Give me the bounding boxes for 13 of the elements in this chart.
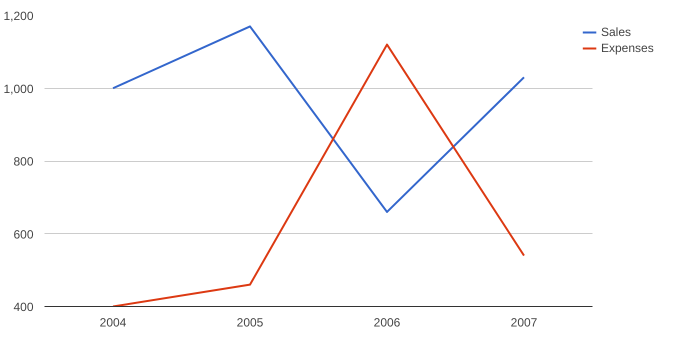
y-tick-label: 1,200 — [3, 9, 34, 23]
line-series — [112, 25, 525, 213]
y-tick-label: 400 — [13, 300, 34, 314]
x-tick-label: 2006 — [374, 316, 401, 330]
y-tick-label: 600 — [13, 227, 34, 242]
x-tick-label: 2004 — [100, 316, 127, 330]
x-tick-label: 2005 — [236, 316, 264, 330]
legend-label: Expenses — [601, 41, 654, 55]
y-tick-label: 1,000 — [3, 82, 34, 96]
x-tick-label: 2007 — [510, 316, 538, 330]
line-series — [112, 44, 525, 306]
y-tick-label: 800 — [13, 154, 34, 168]
legend-label: Sales — [601, 25, 632, 39]
